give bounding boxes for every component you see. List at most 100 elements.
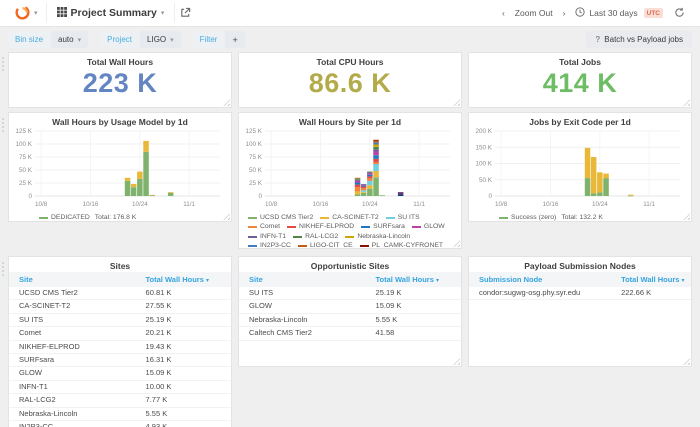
table-column-header[interactable]: Total Wall Hours ▾ [611,272,691,287]
legend-item[interactable]: SU ITS [386,214,420,222]
batch-vs-payload-link[interactable]: ? Batch vs Payload jobs [586,31,692,48]
bin-size-label: Bin size [8,31,50,48]
bin-size-dropdown[interactable]: auto ▾ [51,31,88,48]
timezone-badge: UTC [644,8,663,18]
table-column-header[interactable]: Site [239,272,366,287]
svg-text:10/24: 10/24 [592,201,608,208]
chevron-down-icon: ▾ [161,9,165,17]
time-range-label: Last 30 days [589,8,637,18]
svg-text:200 K: 200 K [476,128,493,135]
table-column-header[interactable]: Site [9,272,136,287]
legend-item[interactable]: INFN-T1 [248,233,286,241]
chart-panel-jobs-by-exit-code: Jobs by Exit Code per 1d 050 K100 K150 K… [468,112,692,222]
table-cell: 20.21 K [136,327,231,339]
dashboard-switcher-button[interactable]: Project Summary ▾ [46,3,176,23]
row-drag-handle[interactable] [2,262,4,264]
panel-resize-handle[interactable] [453,99,460,106]
panel-title[interactable]: Total Wall Hours [9,53,231,68]
legend-item[interactable]: Nebraska-Lincoln [345,233,410,241]
table-cell: 19.43 K [136,341,231,353]
sort-desc-icon: ▾ [206,278,209,284]
refresh-button[interactable] [669,5,690,22]
stat-panel-total-wall-hours: Total Wall Hours 223 K [8,52,232,108]
panel-title[interactable]: Payload Submission Nodes [469,257,691,272]
time-range-picker-button[interactable]: Last 30 days UTC [570,5,668,21]
svg-text:10/24: 10/24 [132,201,148,208]
legend-item[interactable]: Comet [248,223,280,231]
legend-item[interactable]: SURFsara [361,223,405,231]
project-dropdown[interactable]: LIGO ▾ [140,31,181,48]
share-dashboard-button[interactable] [175,5,196,22]
table-body: UCSD CMS Tier260.81 KCA-SCINET-T227.55 K… [9,287,231,427]
legend-item[interactable]: GLOW [412,223,445,231]
svg-text:150 K: 150 K [476,144,493,151]
table-cell: 222.66 K [611,287,691,299]
legend-item[interactable]: NIKHEF-ELPROD [287,223,354,231]
table-column-header[interactable]: Submission Node [469,272,611,287]
zoom-out-button[interactable]: Zoom Out [510,6,558,20]
legend-item[interactable]: LIGO-CIT_CE [298,242,353,249]
svg-text:0: 0 [488,193,492,200]
project-label: Project [100,31,139,48]
legend-item[interactable]: UCSD CMS Tier2 [248,214,313,222]
svg-text:10/16: 10/16 [543,201,559,208]
table-cell: 4.93 K [136,421,231,427]
add-filter-button[interactable]: + [225,31,244,48]
dashboard-title: Project Summary [71,7,157,19]
panel-title[interactable]: Total CPU Hours [239,53,461,68]
time-shift-forward-button[interactable]: › [559,6,570,20]
svg-text:25 K: 25 K [19,180,33,187]
legend-item[interactable]: RAL-LCG2 [293,233,338,241]
table-cell: NIKHEF-ELPROD [9,341,136,353]
panel-resize-handle[interactable] [453,358,460,365]
table-row: UCSD CMS Tier260.81 K [9,287,231,300]
table-body: condor:sugwg-osg.phy.syr.edu222.66 K [469,287,691,300]
svg-text:10/8: 10/8 [265,201,278,208]
table-row: condor:sugwg-osg.phy.syr.edu222.66 K [469,287,691,300]
table-row: Nebraska-Lincoln5.55 K [9,408,231,421]
table-column-header[interactable]: Total Wall Hours ▾ [136,272,231,287]
chart-panel-wall-hours-by-site: Wall Hours by Site per 1d 025 K50 K75 K1… [238,112,462,249]
legend-item[interactable]: PL_CAMK-CYFRONET [360,242,443,249]
chart-legend: Success (zero)Total: 132.2 KFail (nonzer… [469,213,691,222]
table-cell: 5.55 K [136,408,231,420]
grafana-menu-button[interactable]: ▾ [10,3,46,24]
table-cell: GLOW [239,300,366,312]
panel-resize-handle[interactable] [223,99,230,106]
panel-title[interactable]: Wall Hours by Site per 1d [239,113,461,128]
table-cell: 60.81 K [136,287,231,299]
panel-title[interactable]: Jobs by Exit Code per 1d [469,113,691,128]
chart-plot-area[interactable]: 025 K50 K75 K100 K125 K10/810/1610/2411/… [239,128,461,213]
chevron-left-icon: ‹ [502,8,505,18]
svg-text:50 K: 50 K [249,167,263,174]
stat-value: 86.6 K [239,68,461,99]
panel-title[interactable]: Wall Hours by Usage Model by 1d [9,113,231,128]
table-cell: SU ITS [9,314,136,326]
panel-resize-handle[interactable] [683,99,690,106]
svg-text:75 K: 75 K [249,154,263,161]
panel-resize-handle[interactable] [683,358,690,365]
svg-text:11/1: 11/1 [413,201,425,208]
panel-title[interactable]: Sites [9,257,231,272]
table-cell: RAL-LCG2 [9,394,136,406]
legend-item[interactable]: Success (zero)Total: 132.2 K [499,214,603,222]
row-drag-handle[interactable] [2,118,4,120]
svg-text:10/16: 10/16 [313,201,329,208]
chart-plot-area[interactable]: 050 K100 K150 K200 K10/810/1610/2411/1 [469,128,691,213]
table-cell: Nebraska-Lincoln [9,408,136,420]
help-icon: ? [595,35,600,44]
legend-item[interactable]: IN2P3-CC [248,242,291,249]
legend-item[interactable]: DEDICATEDTotal: 176.8 K [39,214,136,222]
time-shift-back-button[interactable]: ‹ [498,6,509,20]
panel-title[interactable]: Opportunistic Sites [239,257,461,272]
stat-value: 414 K [469,68,691,99]
table-row: GLOW15.09 K [239,300,461,313]
legend-item[interactable]: CA-SCINET-T2 [320,214,378,222]
chart-plot-area[interactable]: 025 K50 K75 K100 K125 K10/810/1610/2411/… [9,128,231,213]
table-panel-payload-submission-nodes: Payload Submission Nodes Submission Node… [468,256,692,367]
row-drag-handle[interactable] [2,57,4,59]
table-row: SU ITS25.19 K [239,287,461,300]
variable-project: Project LIGO ▾ [100,31,181,48]
panel-title[interactable]: Total Jobs [469,53,691,68]
table-column-header[interactable]: Total Wall Hours ▾ [366,272,461,287]
